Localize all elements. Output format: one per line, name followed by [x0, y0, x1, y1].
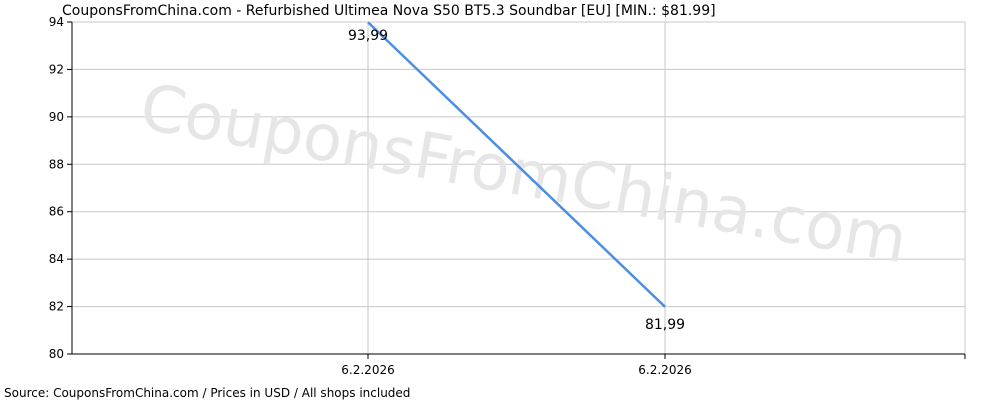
y-tick-label: 92 [49, 62, 64, 76]
axes: 80 82 84 86 88 90 92 94 6.2.2026 6.2.2026 [49, 15, 966, 377]
y-tick-label: 84 [49, 252, 64, 266]
y-tick-label: 86 [49, 205, 64, 219]
chart-footer: Source: CouponsFromChina.com / Prices in… [4, 386, 410, 400]
data-label: 93,99 [348, 28, 388, 44]
data-label: 81,99 [645, 317, 685, 333]
series-marks: 93,99 81,99 [348, 21, 685, 333]
plot-area [71, 21, 966, 355]
y-tick-label: 88 [49, 157, 64, 171]
y-tick-label: 82 [49, 300, 64, 314]
grid [71, 21, 966, 355]
x-tick-label: 6.2.2026 [341, 363, 394, 377]
y-tick-label: 80 [49, 347, 64, 361]
chart-title: CouponsFromChina.com - Refurbished Ultim… [62, 3, 716, 19]
y-tick-label: 90 [49, 110, 64, 124]
x-tick-label: 6.2.2026 [638, 363, 691, 377]
price-line [367, 21, 666, 308]
y-tick-label: 94 [49, 15, 64, 29]
